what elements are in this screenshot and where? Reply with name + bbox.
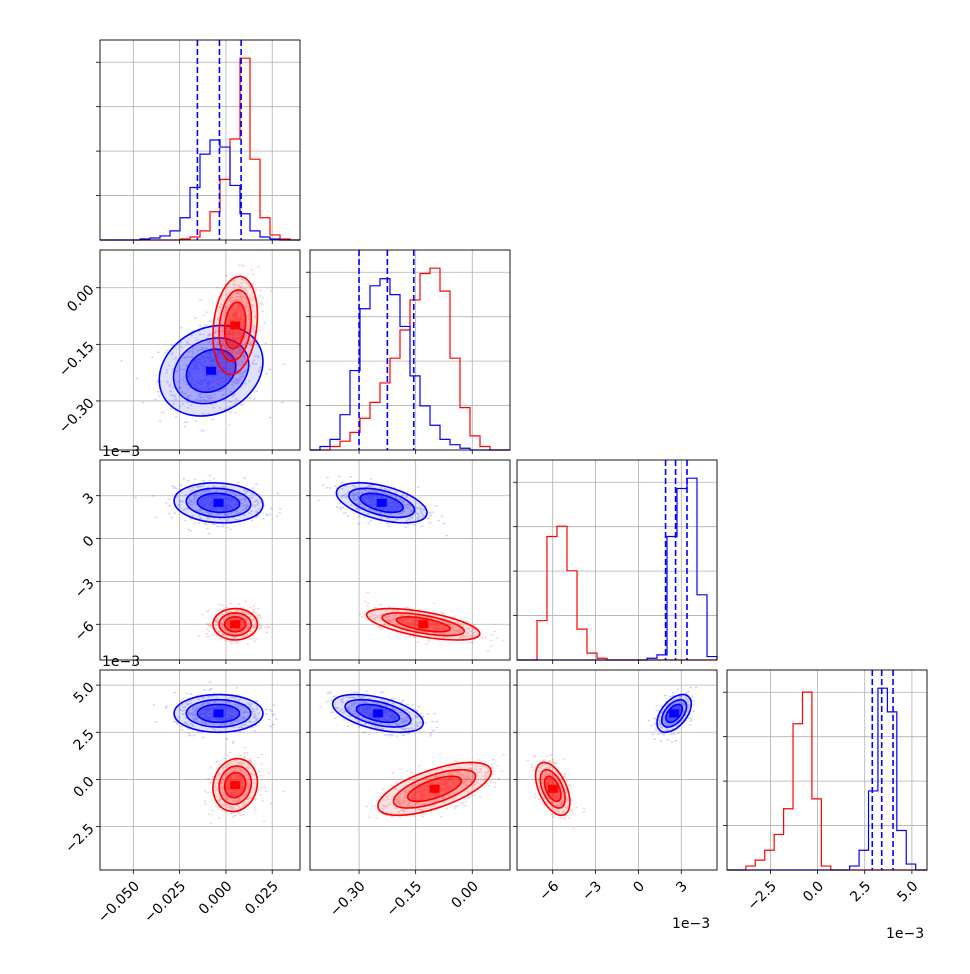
panel-r2c0-ytick-label: −3 <box>72 576 98 602</box>
panel-r3c1-xtick-label: 0.00 <box>449 878 482 911</box>
panel-r3c0-xtick-label: 0.000 <box>196 878 236 918</box>
panel-r1c0-layer <box>120 264 286 450</box>
hist-step-red <box>310 267 510 451</box>
offset-label-row3: 1e−3 <box>102 654 140 670</box>
hist-2-frame <box>516 459 718 661</box>
panel-r3c1-xtick-label: −0.15 <box>384 878 426 920</box>
density-peak-blue <box>372 709 383 718</box>
hist-step-blue <box>310 278 510 451</box>
panel-r3c2-xtick-label: 3 <box>673 878 691 896</box>
hist-3-frame <box>726 669 928 871</box>
panel-r3c2-frame <box>516 669 718 871</box>
panel-r1c0-frame <box>99 249 301 451</box>
panel-r1c0-ytick-label: −0.30 <box>56 395 98 437</box>
panel-r3c1-grid <box>306 670 510 874</box>
panel-r2c0-ytick-label: −6 <box>72 619 98 645</box>
density-peak-red <box>418 620 429 629</box>
panel-r2c0-layer <box>134 474 282 645</box>
panel-r3c2-xtick-label: −6 <box>536 878 562 904</box>
hist-1-frame <box>309 249 511 451</box>
panel-r1c0-ytick-label: −0.15 <box>56 339 98 381</box>
hist-xtick-label: 0.0 <box>800 878 827 905</box>
hist-0-frame <box>99 39 301 241</box>
hist-2 <box>513 460 718 664</box>
panel-r3c1-layer <box>319 690 506 819</box>
panel-r3c0-xtick-label: −0.025 <box>141 878 189 926</box>
density-peak-red <box>230 781 241 790</box>
panel-r3c2-xtick-label: −3 <box>579 878 605 904</box>
hist-xtick-label: 2.5 <box>847 878 874 905</box>
panel-r2c0-ytick-label: 3 <box>80 490 98 508</box>
density-peak-blue <box>376 498 387 507</box>
panel-r3c2-xtick-label: 0 <box>630 878 648 896</box>
density-peak-blue <box>669 709 680 718</box>
panel-r3c0-ytick-label: 0.0 <box>71 774 98 801</box>
density-peak-blue <box>213 709 224 718</box>
density-peak-red <box>230 321 241 330</box>
density-peak-red <box>230 620 241 629</box>
panel-r3c2-grid <box>513 670 717 874</box>
offset-label-col4: 1e−3 <box>886 926 924 942</box>
hist-1 <box>306 250 510 454</box>
panel-r2c1-layer <box>317 475 505 652</box>
offset-label-col3: 1e−3 <box>672 916 710 932</box>
panel-r2c0-grid <box>96 460 300 664</box>
offset-label-row2: 1e−3 <box>102 444 140 460</box>
panel-r3c0-layer <box>152 681 285 824</box>
hist-xtick-label: −2.5 <box>745 878 780 913</box>
panel-r3c0-ytick-label: 5.0 <box>71 679 98 706</box>
panel-r3c0-grid <box>96 670 300 874</box>
panel-r2c1-frame <box>309 459 511 661</box>
panel-r3c2-layer <box>526 686 698 830</box>
panel-r2c0-ytick-label: 0 <box>80 533 98 551</box>
hist-0 <box>96 40 300 244</box>
density-peak-red <box>547 784 558 793</box>
density-peak-blue <box>213 498 224 507</box>
panel-r3c0-ytick-label: 2.5 <box>71 727 98 754</box>
panel-r3c0-xtick-label: 0.025 <box>242 878 282 918</box>
hist-step-red <box>100 57 300 241</box>
panel-r3c0-xtick-label: −0.050 <box>95 878 143 926</box>
panel-r3c0-frame <box>99 669 301 871</box>
panel-r3c1-frame <box>309 669 511 871</box>
hist-step-blue <box>100 139 300 241</box>
panel-r1c0-grid <box>96 250 300 454</box>
panel-r2c0-frame <box>99 459 301 661</box>
hist-step-blue <box>727 687 927 871</box>
hist-xtick-label: 5.0 <box>894 878 921 905</box>
panel-r3c1-xtick-label: −0.30 <box>327 878 369 920</box>
hist-3 <box>723 670 927 874</box>
density-peak-red <box>429 784 440 793</box>
panel-r1c0-ytick-label: 0.00 <box>64 282 97 315</box>
density-peak-blue <box>206 366 217 375</box>
panel-r3c0-ytick-label: −2.5 <box>62 821 97 856</box>
